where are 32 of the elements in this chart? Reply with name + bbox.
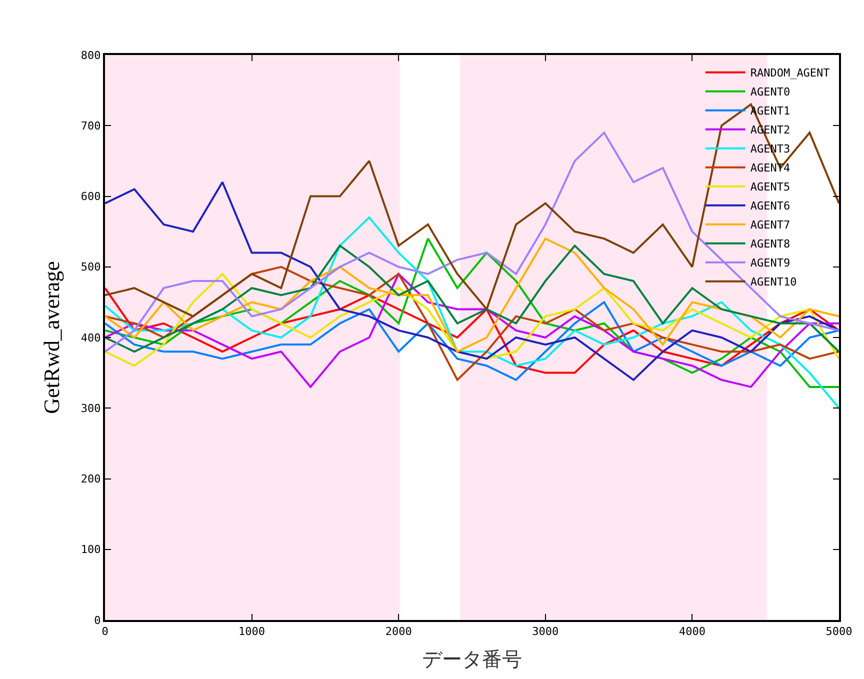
x-tick-label: 5000 — [826, 625, 852, 638]
legend-label: AGENT6 — [750, 200, 790, 213]
y-tick-label: 600 — [80, 190, 101, 204]
y-tick-label: 500 — [80, 260, 101, 274]
legend-label: AGENT7 — [750, 218, 790, 232]
x-tick-label: 4000 — [678, 625, 706, 638]
legend-label: AGENT8 — [750, 238, 790, 251]
line-series — [105, 301, 839, 381]
x-tick-label: 1000 — [238, 625, 266, 638]
y-tick-label: 400 — [80, 331, 101, 344]
line-series — [105, 287, 839, 374]
line-series — [105, 181, 839, 381]
x-tick-label: 3000 — [532, 625, 559, 638]
y-tick-label: 300 — [80, 402, 101, 415]
legend-label: AGENT9 — [750, 256, 790, 270]
x-tick-label: 2000 — [385, 625, 412, 638]
line-series — [105, 238, 839, 388]
y-tick-label: 700 — [80, 119, 101, 132]
y-axis-title: GetRwd_average — [39, 261, 64, 414]
legend-label: AGENT0 — [750, 86, 790, 99]
legend-label: AGENT4 — [750, 162, 790, 175]
y-tick-label: 800 — [80, 48, 101, 62]
legend-label: AGENT10 — [750, 276, 797, 289]
line-series — [105, 216, 839, 410]
x-axis-title: データ番号 — [422, 647, 522, 672]
legend-label: AGENT5 — [750, 180, 790, 194]
legend-label: RANDOM_AGENT — [750, 66, 830, 80]
line-series — [105, 272, 839, 367]
y-tick-label: 0 — [94, 614, 101, 627]
y-tick-label: 200 — [80, 472, 101, 486]
y-tick-label: 100 — [80, 543, 101, 556]
line-series — [105, 103, 839, 318]
